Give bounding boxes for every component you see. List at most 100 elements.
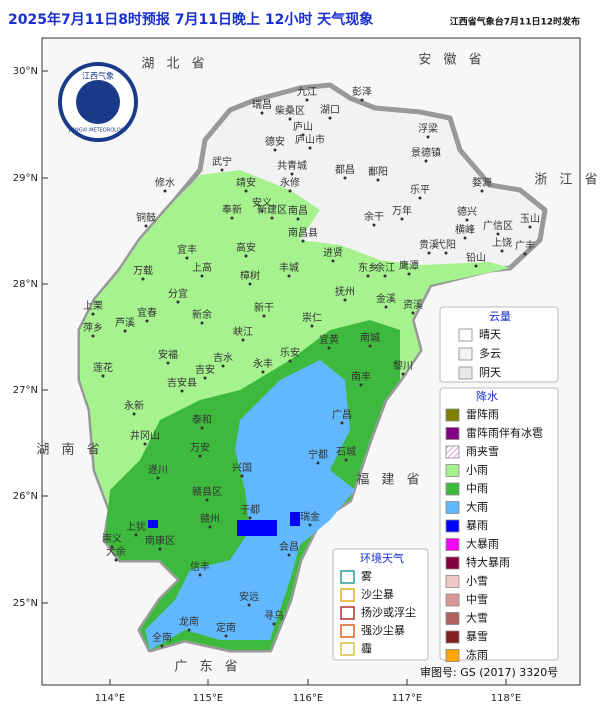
legend-swatch bbox=[458, 328, 473, 342]
city-label: 靖安 bbox=[236, 176, 256, 189]
city-label: 广丰 bbox=[515, 239, 535, 252]
city-dot bbox=[372, 223, 376, 227]
city-dot bbox=[221, 364, 225, 368]
legend-swatch bbox=[445, 519, 460, 533]
city-dot bbox=[200, 321, 204, 325]
city-dot bbox=[328, 116, 332, 120]
city-label: 万安 bbox=[190, 441, 210, 454]
city-dot bbox=[270, 216, 274, 220]
city-label: 新余 bbox=[192, 308, 212, 321]
city-label: 婺源 bbox=[472, 176, 492, 189]
city-dot bbox=[198, 454, 202, 458]
province-label: 福 建 省 bbox=[356, 473, 423, 488]
legend-label: 雨夹雪 bbox=[466, 445, 499, 458]
city-label: 弋阳 bbox=[436, 238, 456, 251]
city-dot bbox=[444, 251, 448, 255]
city-dot bbox=[144, 224, 148, 228]
lat-label: 28°N bbox=[13, 279, 38, 290]
city-label: 樟树 bbox=[240, 269, 260, 282]
city-dot bbox=[272, 622, 276, 626]
province-label: 广 东 省 bbox=[174, 660, 241, 675]
city-label: 鄱阳 bbox=[368, 165, 388, 178]
city-label: 新干 bbox=[254, 301, 274, 314]
city-dot bbox=[143, 442, 147, 446]
city-dot bbox=[224, 634, 228, 638]
city-label: 信丰 bbox=[190, 560, 210, 573]
lon-label: 117°E bbox=[392, 693, 422, 704]
city-dot bbox=[244, 189, 248, 193]
city-dot bbox=[500, 249, 504, 253]
city-label: 安远 bbox=[239, 590, 259, 603]
city-dot bbox=[376, 178, 380, 182]
city-dot bbox=[474, 264, 478, 268]
city-label: 芦溪 bbox=[115, 317, 135, 329]
legend-label: 中雪 bbox=[466, 593, 488, 606]
city-dot bbox=[134, 533, 138, 537]
city-label: 湖口 bbox=[320, 104, 340, 116]
legend-swatch bbox=[458, 366, 473, 380]
city-label: 奉新 bbox=[222, 203, 242, 216]
city-label: 瑞昌 bbox=[252, 99, 272, 111]
legend-swatch bbox=[445, 575, 460, 588]
city-dot bbox=[248, 516, 252, 520]
city-label: 东乡 bbox=[358, 261, 378, 274]
legend-label: 晴天 bbox=[479, 328, 501, 341]
legend-swatch bbox=[445, 445, 460, 459]
legend-label: 雷阵雨伴有冰雹 bbox=[466, 426, 543, 440]
legend-swatch bbox=[340, 570, 355, 584]
city-label: 上犹 bbox=[126, 521, 146, 533]
city-label: 莲花 bbox=[93, 361, 113, 374]
city-dot bbox=[200, 426, 204, 430]
city-label: 新建区 bbox=[257, 203, 287, 216]
city-label: 柴桑区 bbox=[275, 104, 305, 117]
city-label: 贵溪 bbox=[419, 238, 439, 251]
city-dot bbox=[123, 329, 127, 333]
city-label: 南城 bbox=[360, 331, 380, 344]
city-label: 高安 bbox=[236, 241, 256, 254]
city-dot bbox=[145, 319, 149, 323]
city-label: 宜丰 bbox=[177, 243, 197, 256]
city-label: 上高 bbox=[192, 261, 212, 274]
legend-label: 冻雨 bbox=[466, 648, 488, 662]
city-dot bbox=[220, 168, 224, 172]
legend-swatch bbox=[458, 347, 473, 361]
city-label: 黎川 bbox=[393, 359, 413, 372]
city-dot bbox=[141, 277, 145, 281]
city-dot bbox=[156, 476, 160, 480]
legend-title: 环境天气 bbox=[360, 551, 404, 565]
city-label: 井冈山 bbox=[130, 429, 160, 442]
city-label: 吉安县 bbox=[167, 376, 197, 389]
city-dot bbox=[158, 547, 162, 551]
city-dot bbox=[401, 372, 405, 376]
city-dot bbox=[203, 376, 207, 380]
city-label: 玉山 bbox=[520, 213, 540, 225]
city-dot bbox=[288, 189, 292, 193]
city-label: 永新 bbox=[124, 399, 144, 412]
city-dot bbox=[166, 361, 170, 365]
city-dot bbox=[241, 338, 245, 342]
legend-swatch bbox=[445, 556, 460, 570]
city-dot bbox=[198, 573, 202, 577]
city-dot bbox=[523, 252, 527, 256]
city-label: 南康区 bbox=[145, 534, 175, 547]
city-label: 全南 bbox=[152, 631, 172, 644]
city-dot bbox=[301, 133, 305, 137]
city-dot bbox=[316, 461, 320, 465]
city-label: 抚州 bbox=[335, 286, 355, 298]
city-label: 庐山 bbox=[293, 120, 313, 133]
lon-label: 114°E bbox=[95, 693, 125, 704]
city-label: 景德镇 bbox=[411, 146, 441, 159]
legend-label: 暴雨 bbox=[466, 519, 488, 532]
legend-label: 霾 bbox=[361, 642, 372, 655]
legend-swatch bbox=[445, 612, 460, 625]
city-dot bbox=[308, 523, 312, 527]
city-dot bbox=[185, 256, 189, 260]
city-label: 进贤 bbox=[323, 247, 343, 259]
legend-label: 沙尘暴 bbox=[361, 588, 394, 601]
city-label: 泰和 bbox=[192, 413, 212, 426]
legend-label: 雷阵雨 bbox=[466, 407, 499, 421]
title: 2025年7月11日8时预报 7月11日晚上 12小时 天气现象 bbox=[8, 11, 373, 28]
logo-name: 江西气象 bbox=[82, 71, 114, 81]
logo-english: JIANGXI METEOROLOGY bbox=[68, 128, 129, 134]
